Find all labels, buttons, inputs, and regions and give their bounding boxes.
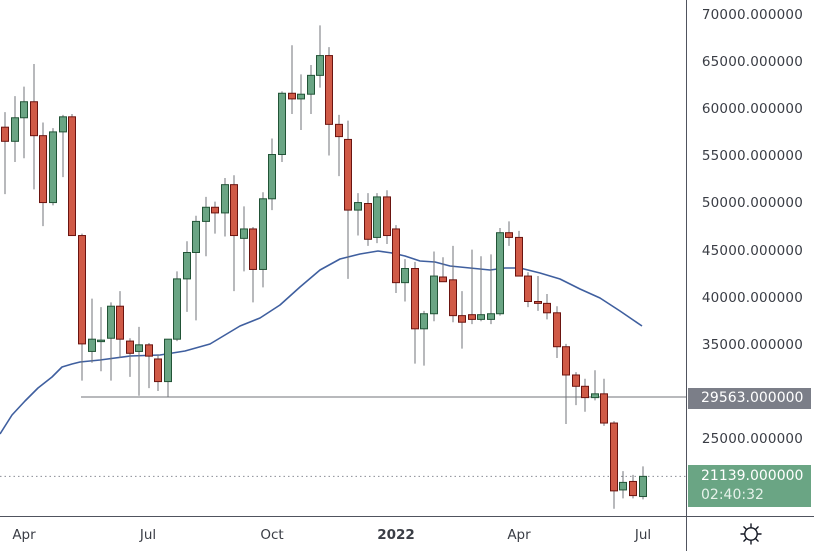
candle[interactable] bbox=[59, 114, 67, 178]
candle[interactable] bbox=[278, 91, 286, 163]
candlestick-plot[interactable] bbox=[0, 0, 686, 516]
time-tick-label: Jul bbox=[634, 527, 652, 543]
candle[interactable] bbox=[373, 193, 381, 244]
candle[interactable] bbox=[629, 474, 637, 499]
price-tick-label: 65000.000000 bbox=[701, 54, 803, 71]
moving-average-line[interactable] bbox=[0, 250, 643, 435]
candle[interactable] bbox=[458, 291, 466, 349]
candle[interactable] bbox=[192, 215, 200, 321]
candle[interactable] bbox=[307, 64, 315, 114]
bar-countdown: 02:40:32 bbox=[701, 487, 764, 503]
candle[interactable] bbox=[240, 206, 248, 272]
candle[interactable] bbox=[487, 254, 495, 325]
candle[interactable] bbox=[420, 310, 428, 366]
time-tick-label: Apr bbox=[507, 527, 531, 543]
candle[interactable] bbox=[288, 45, 296, 114]
price-tick-label: 60000.000000 bbox=[701, 101, 803, 118]
candle[interactable] bbox=[325, 47, 333, 156]
candle[interactable] bbox=[639, 466, 647, 500]
candle[interactable] bbox=[268, 138, 276, 211]
candle[interactable] bbox=[610, 421, 618, 509]
candle[interactable] bbox=[259, 192, 267, 288]
time-tick-label: Oct bbox=[260, 527, 284, 543]
candle[interactable] bbox=[344, 120, 352, 279]
chart-settings-button[interactable] bbox=[686, 516, 814, 551]
candle[interactable] bbox=[364, 193, 372, 246]
last-price-badge: 21139.000000 02:40:32 bbox=[688, 465, 811, 507]
level-price-value: 29563.000000 bbox=[701, 390, 804, 406]
candle[interactable] bbox=[183, 241, 191, 312]
candle[interactable] bbox=[202, 196, 210, 257]
time-tick-label: Jul bbox=[139, 527, 157, 543]
candle[interactable] bbox=[524, 272, 532, 308]
time-tick-label: Apr bbox=[12, 527, 36, 543]
candle[interactable] bbox=[68, 113, 76, 237]
candle[interactable] bbox=[249, 227, 257, 303]
candle[interactable] bbox=[581, 378, 589, 412]
candle[interactable] bbox=[211, 201, 219, 234]
price-tick-label: 40000.000000 bbox=[701, 289, 803, 306]
settings-sun-icon bbox=[740, 523, 762, 545]
candle[interactable] bbox=[11, 96, 19, 163]
candle[interactable] bbox=[154, 354, 162, 392]
chart-pane[interactable] bbox=[0, 0, 686, 516]
candle[interactable] bbox=[126, 338, 134, 377]
candle[interactable] bbox=[97, 307, 105, 372]
candle[interactable] bbox=[88, 298, 96, 363]
candle[interactable] bbox=[477, 256, 485, 322]
last-price-value: 21139.000000 bbox=[701, 468, 804, 484]
price-tick-label: 50000.000000 bbox=[701, 195, 803, 212]
candles bbox=[1, 25, 647, 509]
candle[interactable] bbox=[230, 175, 238, 292]
candle[interactable] bbox=[316, 25, 324, 88]
candle[interactable] bbox=[449, 245, 457, 323]
candle[interactable] bbox=[619, 471, 627, 499]
time-axis[interactable]: Apr Jul Oct 2022 Apr Jul bbox=[0, 516, 686, 551]
candle[interactable] bbox=[164, 338, 172, 397]
candle[interactable] bbox=[392, 225, 400, 294]
candle[interactable] bbox=[297, 74, 305, 131]
candle[interactable] bbox=[354, 193, 362, 236]
candle[interactable] bbox=[411, 261, 419, 364]
candle[interactable] bbox=[505, 221, 513, 246]
candle[interactable] bbox=[562, 343, 570, 424]
price-axis[interactable]: 25000.000000 35000.000000 40000.000000 4500… bbox=[686, 0, 814, 516]
candle[interactable] bbox=[572, 372, 580, 406]
candle[interactable] bbox=[553, 306, 561, 359]
candle[interactable] bbox=[600, 378, 608, 426]
level-price-badge: 29563.000000 bbox=[688, 388, 811, 409]
candle[interactable] bbox=[173, 271, 181, 342]
candle[interactable] bbox=[1, 112, 9, 195]
candle[interactable] bbox=[135, 326, 143, 396]
price-tick-label: 25000.000000 bbox=[701, 431, 803, 447]
candle[interactable] bbox=[39, 122, 47, 227]
candle[interactable] bbox=[401, 259, 409, 302]
candle[interactable] bbox=[116, 291, 124, 359]
candle[interactable] bbox=[591, 370, 599, 401]
candle[interactable] bbox=[515, 230, 523, 277]
time-tick-label: 2022 bbox=[377, 527, 415, 543]
candle[interactable] bbox=[430, 251, 438, 322]
candle[interactable] bbox=[335, 114, 343, 177]
candle[interactable] bbox=[49, 128, 57, 206]
candle[interactable] bbox=[107, 302, 115, 381]
candle[interactable] bbox=[496, 228, 504, 316]
price-tick-label: 35000.000000 bbox=[701, 336, 803, 353]
candle[interactable] bbox=[383, 190, 391, 245]
candle[interactable] bbox=[78, 233, 86, 381]
candle[interactable] bbox=[221, 178, 229, 237]
price-tick-label: 55000.000000 bbox=[701, 148, 803, 165]
candle[interactable] bbox=[145, 342, 153, 389]
candle[interactable] bbox=[543, 293, 551, 320]
candle[interactable] bbox=[534, 276, 542, 311]
price-tick-label: 70000.000000 bbox=[701, 7, 803, 23]
price-tick-label: 45000.000000 bbox=[701, 242, 803, 259]
candle[interactable] bbox=[20, 86, 28, 159]
candle[interactable] bbox=[439, 257, 447, 283]
candle[interactable] bbox=[30, 64, 38, 190]
candle[interactable] bbox=[468, 249, 476, 325]
